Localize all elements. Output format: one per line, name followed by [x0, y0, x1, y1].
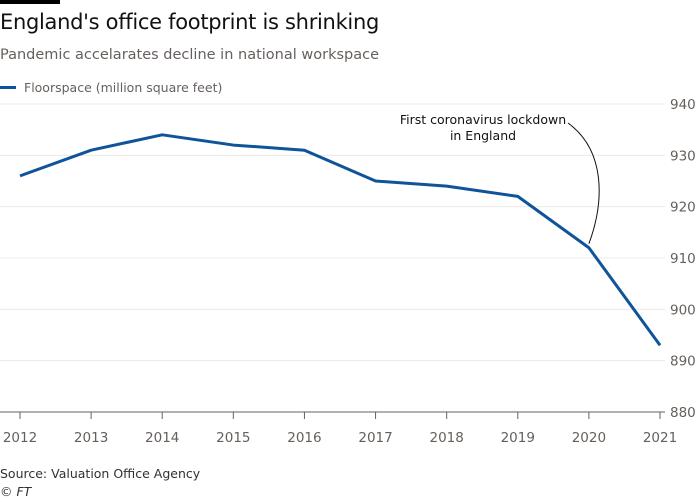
- chart-title: England's office footprint is shrinking: [0, 10, 380, 34]
- annotation-text: in England: [450, 128, 516, 143]
- y-tick-label: 940: [670, 97, 696, 113]
- legend: Floorspace (million square feet): [0, 80, 222, 95]
- credit: © FT: [0, 484, 32, 499]
- y-tick-label: 930: [670, 148, 696, 164]
- x-tick-label: 2021: [643, 430, 677, 446]
- annotation-text: First coronavirus lockdown: [400, 112, 566, 127]
- series-line: [19, 133, 662, 347]
- annotation-connector: [567, 122, 600, 244]
- x-tick-label: 2020: [572, 430, 606, 446]
- y-tick-label: 910: [670, 251, 696, 267]
- x-tick-label: 2015: [216, 430, 250, 446]
- source-note: Source: Valuation Office Agency: [0, 466, 201, 481]
- x-tick-label: 2017: [358, 430, 392, 446]
- chart-subtitle: Pandemic accelarates decline in national…: [0, 47, 380, 63]
- x-tick-label: 2019: [501, 430, 535, 446]
- brand-bar: [0, 0, 60, 4]
- legend-swatch: [0, 86, 16, 89]
- x-tick-label: 2014: [145, 430, 179, 446]
- y-tick-label: 900: [670, 302, 696, 318]
- y-tick-label: 920: [670, 200, 696, 216]
- y-tick-label: 880: [670, 405, 696, 421]
- legend-label: Floorspace (million square feet): [24, 80, 223, 95]
- x-tick-label: 2012: [3, 430, 37, 446]
- x-tick-label: 2016: [287, 430, 321, 446]
- x-tick-label: 2018: [429, 430, 463, 446]
- x-tick-label: 2013: [74, 430, 108, 446]
- y-tick-label: 890: [670, 354, 696, 370]
